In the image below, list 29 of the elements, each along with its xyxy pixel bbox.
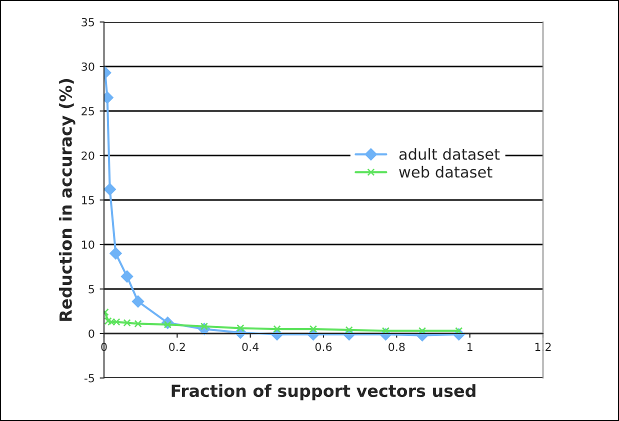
legend-label: adult dataset	[399, 148, 500, 160]
point	[132, 295, 144, 308]
y-tick-label: 35	[82, 18, 94, 26]
x-tick-label: 0.8	[388, 342, 405, 352]
x-axis-title: Fraction of support vectors used	[172, 384, 476, 400]
y-tick-label: 15	[82, 196, 94, 204]
x-tick-label: 1	[468, 342, 472, 351]
point	[104, 183, 116, 196]
y-tick-label: 25	[82, 106, 94, 116]
point	[120, 270, 134, 283]
point	[273, 325, 281, 333]
y-tick-label: 5	[88, 285, 94, 294]
legend-label: web dataset	[399, 166, 492, 178]
y-axis-title: Reduction in accuracy (%)	[59, 79, 76, 321]
point	[236, 324, 244, 332]
y-tick-label: 20	[82, 151, 94, 160]
point	[134, 320, 142, 328]
point	[309, 325, 318, 333]
y-tick-label: -5	[84, 374, 94, 382]
y-tick-label: 10	[82, 240, 94, 249]
x-tick-label: 0.2	[169, 342, 185, 352]
point	[123, 319, 131, 327]
y-tick-label: 0	[88, 329, 94, 338]
x-tick-label: 0.6	[315, 342, 332, 352]
x-tick-label: 1.2	[535, 342, 551, 351]
point	[110, 247, 122, 260]
point	[345, 326, 353, 334]
y-tick-label: 30	[82, 62, 94, 71]
x-tick-label: 0.4	[242, 342, 259, 352]
